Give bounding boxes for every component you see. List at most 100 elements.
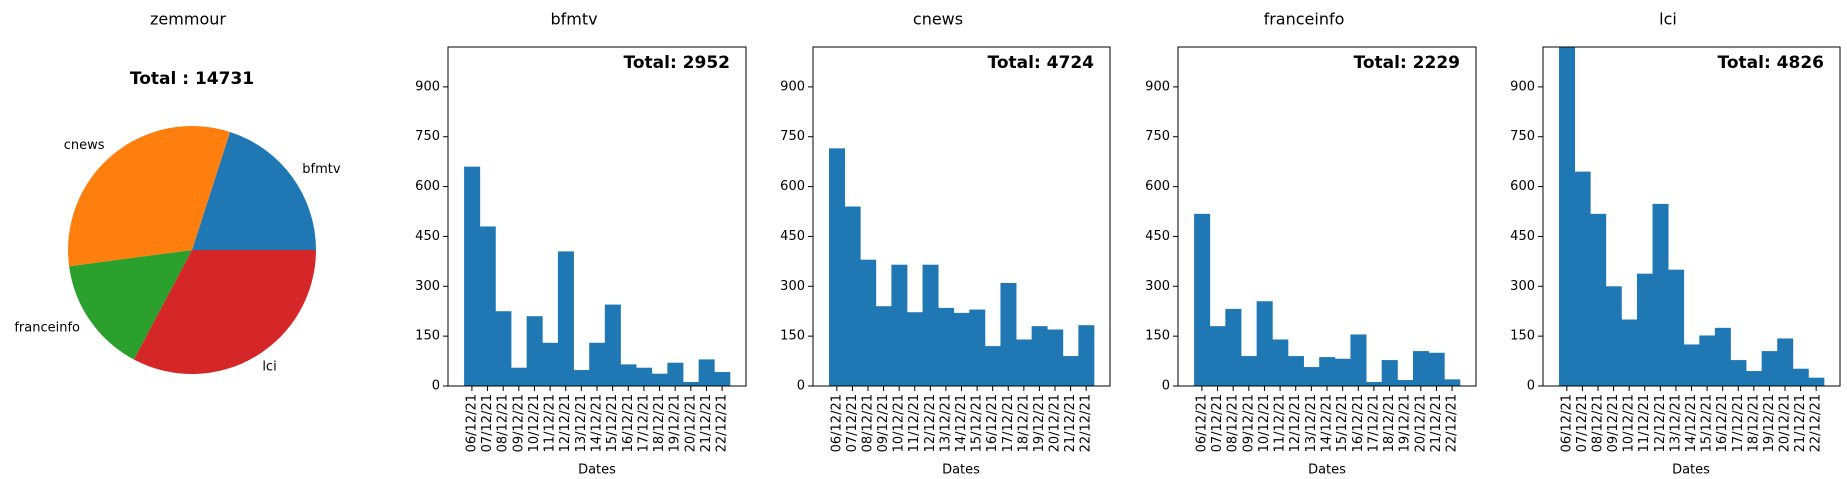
bar xyxy=(1683,344,1700,386)
bar xyxy=(620,364,637,386)
pie-label: lci xyxy=(262,359,276,374)
x-tick-label: 08/12/21 xyxy=(1590,394,1605,452)
bar xyxy=(667,362,684,386)
x-axis-label: Dates xyxy=(578,463,616,478)
bar xyxy=(1397,380,1414,386)
x-tick-label: 19/12/21 xyxy=(1032,394,1047,452)
x-tick-label: 21/12/21 xyxy=(699,394,714,452)
bar xyxy=(542,342,559,386)
bar xyxy=(906,312,923,386)
x-tick-label: 12/12/21 xyxy=(558,394,573,452)
bar xyxy=(526,316,543,386)
x-axis-label: Dates xyxy=(1672,463,1710,478)
y-tick-label: 900 xyxy=(1510,79,1535,94)
x-tick-label: 16/12/21 xyxy=(1351,394,1366,452)
x-tick-label: 09/12/21 xyxy=(876,394,891,452)
x-tick-label: 13/12/21 xyxy=(574,394,589,452)
bar xyxy=(1319,357,1336,386)
axes-frame xyxy=(447,46,747,387)
x-tick-label: 21/12/21 xyxy=(1429,394,1444,452)
x-tick-label: 11/12/21 xyxy=(543,394,558,452)
x-tick-label: 12/12/21 xyxy=(923,394,938,452)
x-tick-label: 17/12/21 xyxy=(1001,394,1016,452)
x-tick-label: 13/12/21 xyxy=(1304,394,1319,452)
pie-title: Total : 14731 xyxy=(130,69,254,89)
y-tick-label: 0 xyxy=(1162,379,1170,394)
bar xyxy=(1209,326,1226,386)
bar xyxy=(1047,329,1064,386)
x-tick-label: 10/12/21 xyxy=(527,394,542,452)
bar xyxy=(1194,213,1211,386)
total-annotation: Total: 2229 xyxy=(1354,53,1460,73)
x-axis-label: Dates xyxy=(1308,463,1346,478)
bar xyxy=(1256,301,1273,386)
y-tick-label: 600 xyxy=(1510,179,1535,194)
y-tick-label: 750 xyxy=(1145,129,1170,144)
bar xyxy=(1350,334,1367,386)
panel-title: zemmour xyxy=(150,10,226,29)
bar xyxy=(1272,339,1289,386)
bars xyxy=(1194,213,1461,386)
x-tick-label: 19/12/21 xyxy=(1762,394,1777,452)
bar-panel-lci: lci 0 150 300 450 600 750 900 06/12/21 07/12/21… xyxy=(1510,10,1841,478)
bar xyxy=(1605,286,1622,386)
bar xyxy=(1078,325,1095,386)
x-tick-label: 16/12/21 xyxy=(985,394,1000,452)
pie-label: bfmtv xyxy=(302,162,341,177)
bar xyxy=(1761,351,1778,386)
bar xyxy=(1016,339,1033,386)
x-axis: 06/12/21 07/12/21 08/12/21 09/12/21 10/12/21… xyxy=(1194,386,1460,452)
bar xyxy=(860,259,877,386)
bar-panel-bfmtv: bfmtv 0 150 300 450 600 750 900 06/12/21 07/12/… xyxy=(415,10,747,478)
bar xyxy=(1574,171,1591,386)
x-tick-label: 12/12/21 xyxy=(1653,394,1668,452)
y-axis: 0 150 300 450 600 750 900 xyxy=(1510,79,1543,394)
x-tick-label: 10/12/21 xyxy=(1257,394,1272,452)
x-tick-label: 06/12/21 xyxy=(1559,394,1574,452)
x-tick-label: 14/12/21 xyxy=(1320,394,1335,452)
bar xyxy=(682,382,700,386)
x-tick-label: 06/12/21 xyxy=(829,394,844,452)
y-tick-label: 900 xyxy=(415,79,440,94)
y-tick-label: 300 xyxy=(780,279,805,294)
bars xyxy=(829,148,1095,386)
pie-labels: bfmtv cnews franceinfo lci xyxy=(14,138,340,375)
axes-frame xyxy=(1542,46,1841,387)
bar xyxy=(557,251,574,386)
x-tick-label: 08/12/21 xyxy=(1226,394,1241,452)
bar xyxy=(511,367,528,386)
panel-title: franceinfo xyxy=(1264,10,1345,29)
x-tick-label: 19/12/21 xyxy=(668,394,683,452)
y-axis: 0 150 300 450 600 750 900 xyxy=(415,79,448,394)
bar xyxy=(1031,326,1048,386)
y-tick-label: 150 xyxy=(415,329,440,344)
x-tick-label: 14/12/21 xyxy=(1684,394,1699,452)
x-tick-label: 16/12/21 xyxy=(1715,394,1730,452)
x-tick-label: 14/12/21 xyxy=(590,394,605,452)
bar xyxy=(464,166,481,386)
y-tick-label: 750 xyxy=(1510,129,1535,144)
y-tick-label: 0 xyxy=(1527,379,1535,394)
pie-slice-lci xyxy=(133,250,316,374)
y-tick-label: 0 xyxy=(432,379,440,394)
bar xyxy=(1412,351,1430,386)
x-tick-label: 17/12/21 xyxy=(636,394,651,452)
x-tick-label: 11/12/21 xyxy=(1273,394,1288,452)
y-tick-label: 600 xyxy=(415,179,440,194)
bar xyxy=(589,342,606,386)
x-tick-label: 09/12/21 xyxy=(511,394,526,452)
bar xyxy=(1428,352,1445,386)
x-tick-label: 22/12/21 xyxy=(1809,394,1824,452)
bar xyxy=(938,307,955,386)
x-tick-label: 17/12/21 xyxy=(1731,394,1746,452)
x-axis-label: Dates xyxy=(942,463,980,478)
bar xyxy=(1714,327,1731,386)
bar xyxy=(1730,360,1747,386)
x-tick-label: 22/12/21 xyxy=(1079,394,1094,452)
y-tick-label: 150 xyxy=(1145,329,1170,344)
x-tick-label: 13/12/21 xyxy=(938,394,953,452)
pie-slice-cnews xyxy=(68,126,231,267)
bar xyxy=(1636,273,1653,386)
bar xyxy=(714,372,731,386)
bar xyxy=(984,346,1001,386)
